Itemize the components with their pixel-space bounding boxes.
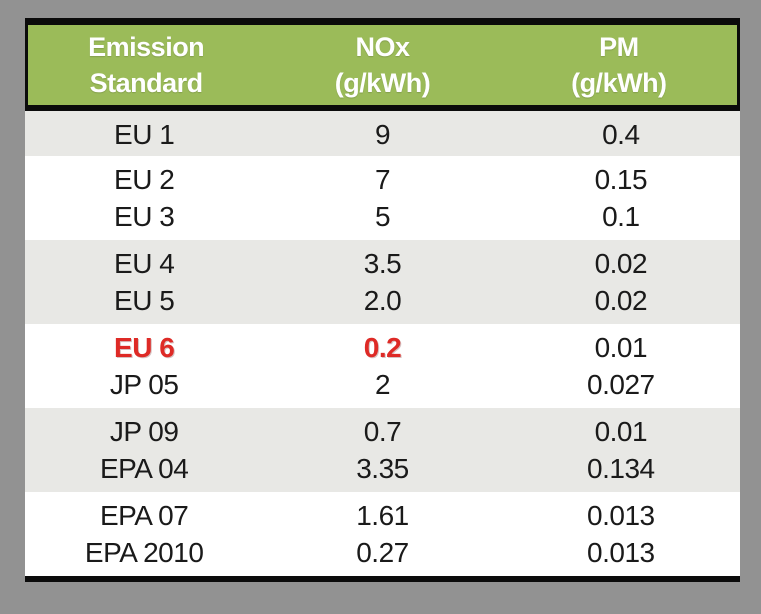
pm-cell: 0.1: [602, 201, 640, 232]
nox-cell: 5: [374, 201, 391, 232]
table-row-eu3: EU 3 5 0.1: [25, 198, 740, 235]
standard-cell: EPA 07: [100, 500, 189, 531]
table-band: EU 1 9 0.4: [25, 111, 740, 156]
column-header-line: PM: [599, 32, 639, 62]
table-band: EU 2 7 0.15 EU 3 5 0.1: [25, 156, 740, 240]
column-header-emission-standard: Emission Standard: [28, 29, 264, 101]
column-header-pm: PM (g/kWh): [501, 29, 737, 101]
standard-cell: JP 09: [109, 416, 179, 447]
pm-cell: 0.02: [594, 285, 648, 316]
nox-cell: 2: [374, 369, 391, 400]
pm-cell: 0.4: [602, 119, 640, 150]
pm-cell: 0.15: [594, 164, 648, 195]
table-row-epa07: EPA 07 1.61 0.013: [25, 497, 740, 534]
column-header-line: (g/kWh): [334, 68, 431, 98]
nox-cell: 0.7: [363, 416, 402, 447]
standard-cell: JP 05: [109, 369, 179, 400]
table-row-eu2: EU 2 7 0.15: [25, 161, 740, 198]
pm-cell: 0.02: [594, 248, 648, 279]
nox-cell: 9: [374, 119, 391, 150]
standard-cell: EPA 2010: [84, 537, 204, 568]
pm-cell: 0.013: [587, 500, 655, 531]
column-header-nox: NOx (g/kWh): [264, 29, 500, 101]
pm-cell: 0.013: [587, 537, 655, 568]
standard-cell-highlighted: EU 6: [114, 332, 175, 363]
column-header-line: NOx: [355, 32, 410, 62]
pm-cell: 0.027: [587, 369, 655, 400]
standard-cell: EU 1: [114, 119, 175, 150]
nox-cell: 0.27: [356, 537, 409, 568]
table-row-jp05: JP 05 2 0.027: [25, 366, 740, 403]
standard-cell: EU 5: [114, 285, 175, 316]
emission-standards-table: Emission Standard NOx (g/kWh) PM (g/kWh)…: [25, 18, 740, 582]
table-band: JP 09 0.7 0.01 EPA 04 3.35 0.134: [25, 408, 740, 492]
table-row-eu5: EU 5 2.0 0.02: [25, 282, 740, 319]
nox-cell: 1.61: [356, 500, 409, 531]
nox-cell-highlighted: 0.2: [363, 332, 402, 363]
pm-cell: 0.01: [594, 332, 648, 363]
column-header-line: (g/kWh): [571, 68, 667, 98]
standard-cell: EU 4: [114, 248, 175, 279]
table-band: EPA 07 1.61 0.013 EPA 2010 0.27 0.013: [25, 492, 740, 576]
column-header-line: Emission: [88, 32, 205, 62]
table-row-eu6-highlighted: EU 6 0.2 0.01: [25, 329, 740, 366]
table-row-eu1: EU 1 9 0.4: [25, 116, 740, 151]
pm-cell: 0.01: [594, 416, 648, 447]
pm-cell: 0.134: [587, 453, 655, 484]
nox-cell: 3.35: [356, 453, 409, 484]
standard-cell: EU 3: [114, 201, 175, 232]
column-header-line: Standard: [89, 68, 204, 98]
standard-cell: EPA 04: [100, 453, 189, 484]
table-row-jp09: JP 09 0.7 0.01: [25, 413, 740, 450]
table-header-row: Emission Standard NOx (g/kWh) PM (g/kWh): [25, 18, 740, 111]
nox-cell: 7: [374, 164, 391, 195]
nox-cell: 2.0: [363, 285, 402, 316]
table-band: EU 4 3.5 0.02 EU 5 2.0 0.02: [25, 240, 740, 324]
table-row-epa04: EPA 04 3.35 0.134: [25, 450, 740, 487]
table-row-eu4: EU 4 3.5 0.02: [25, 245, 740, 282]
standard-cell: EU 2: [114, 164, 175, 195]
table-body: EU 1 9 0.4 EU 2 7 0.15 EU 3 5 0.1 EU 4 3…: [25, 111, 740, 582]
table-row-epa2010: EPA 2010 0.27 0.013: [25, 534, 740, 571]
nox-cell: 3.5: [363, 248, 402, 279]
table-band: EU 6 0.2 0.01 JP 05 2 0.027: [25, 324, 740, 408]
